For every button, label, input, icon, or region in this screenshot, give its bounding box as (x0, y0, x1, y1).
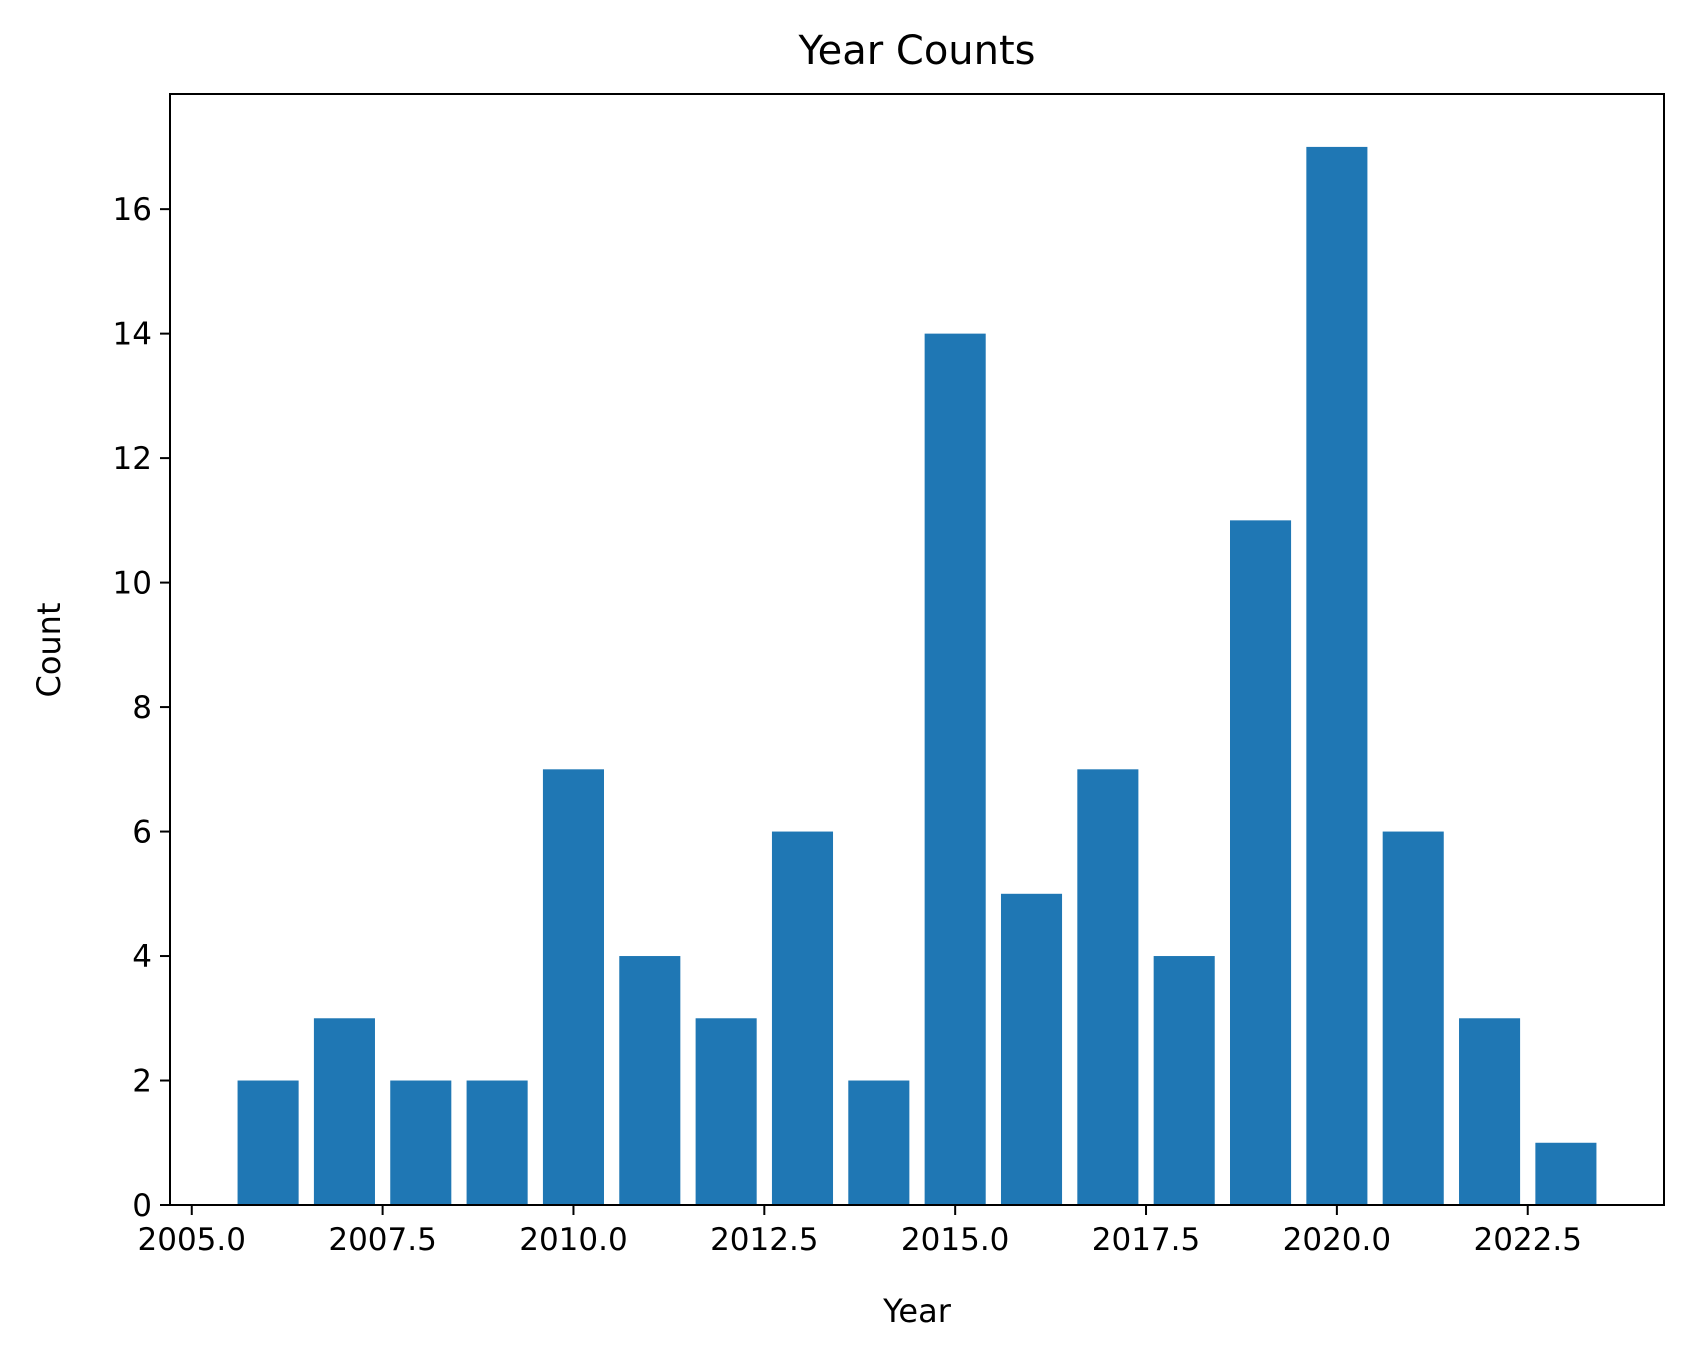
y-ticks: 0 2 4 6 8 10 12 14 16 (113, 192, 170, 1224)
bar-2017 (1077, 769, 1139, 1205)
bar-2020 (1306, 146, 1368, 1205)
x-tick-label: 2015.0 (901, 1222, 1009, 1258)
bar-2021 (1382, 831, 1444, 1205)
y-tick-label: 4 (132, 939, 152, 975)
plot-frame (169, 93, 1665, 1206)
bar-2016 (1000, 893, 1063, 1205)
x-tick-label: 2020.0 (1283, 1222, 1391, 1258)
bar-2023 (1535, 1142, 1597, 1205)
bar-2007 (313, 1018, 375, 1205)
y-tick-label: 14 (113, 317, 152, 353)
bar-2012 (695, 1018, 757, 1205)
x-axis-label: Year (882, 1292, 952, 1330)
y-tick-label: 10 (113, 566, 152, 602)
bar-2022 (1459, 1018, 1521, 1205)
y-axis-label: Count (30, 602, 68, 697)
bars-layer (237, 146, 1597, 1205)
x-tick-label: 2017.5 (1092, 1222, 1200, 1258)
x-tick-label: 2012.5 (710, 1222, 818, 1258)
y-tick-label: 0 (132, 1188, 152, 1224)
y-tick-label: 6 (132, 815, 152, 851)
chart-title: Year Counts (797, 28, 1035, 74)
bar-2009 (466, 1080, 528, 1205)
bar-2019 (1229, 520, 1292, 1205)
bar-2011 (619, 956, 681, 1205)
x-ticks: 2005.0 2007.5 2010.0 2012.5 2015.0 2017.5 2020… (138, 1205, 1582, 1258)
x-tick-label: 2007.5 (328, 1222, 436, 1258)
x-tick-label: 2010.0 (519, 1222, 627, 1258)
x-tick-label: 2022.5 (1473, 1222, 1581, 1258)
bar-2006 (237, 1080, 299, 1205)
x-tick-label: 2005.0 (138, 1222, 246, 1258)
y-tick-label: 12 (113, 441, 152, 477)
bar-2010 (542, 769, 605, 1205)
y-tick-label: 8 (132, 690, 152, 726)
bar-2015 (924, 333, 986, 1205)
bar-2014 (848, 1080, 910, 1205)
y-tick-label: 2 (132, 1064, 152, 1100)
bar-2013 (771, 831, 834, 1205)
y-tick-label: 16 (113, 192, 152, 228)
bar-2018 (1153, 956, 1215, 1205)
bar-2008 (390, 1080, 452, 1205)
